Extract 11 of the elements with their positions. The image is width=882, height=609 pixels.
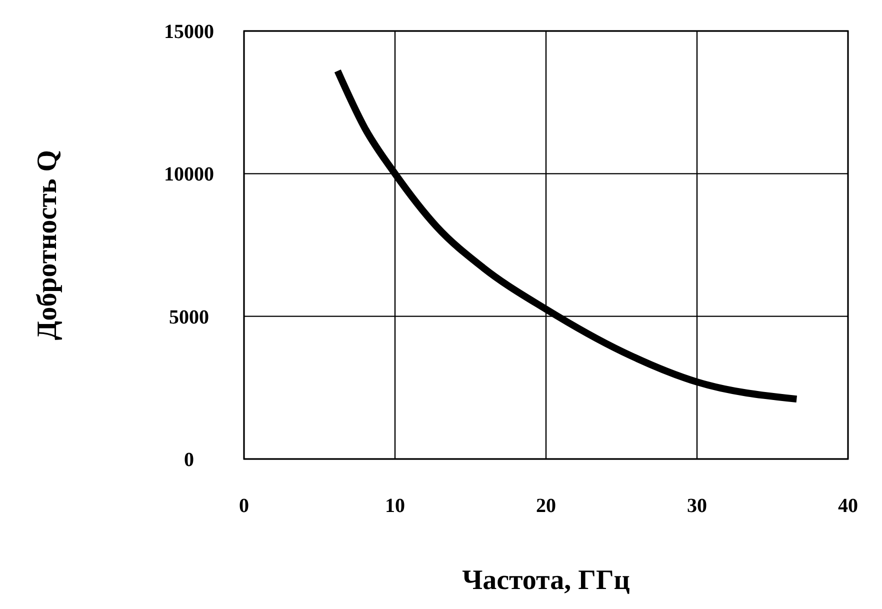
y-tick-label: 0 — [184, 449, 194, 471]
x-tick-label: 40 — [838, 495, 858, 517]
x-tick-label: 20 — [536, 495, 556, 517]
x-tick-label: 0 — [239, 495, 249, 517]
x-tick-label: 30 — [687, 495, 707, 517]
x-axis-title: Частота, ГГц — [462, 565, 630, 596]
y-tick-label: 15000 — [164, 21, 214, 43]
x-tick-label: 10 — [385, 495, 405, 517]
y-axis-title: Добротность Q — [32, 150, 63, 340]
y-tick-label: 5000 — [169, 306, 209, 328]
y-tick-label: 10000 — [164, 164, 214, 186]
